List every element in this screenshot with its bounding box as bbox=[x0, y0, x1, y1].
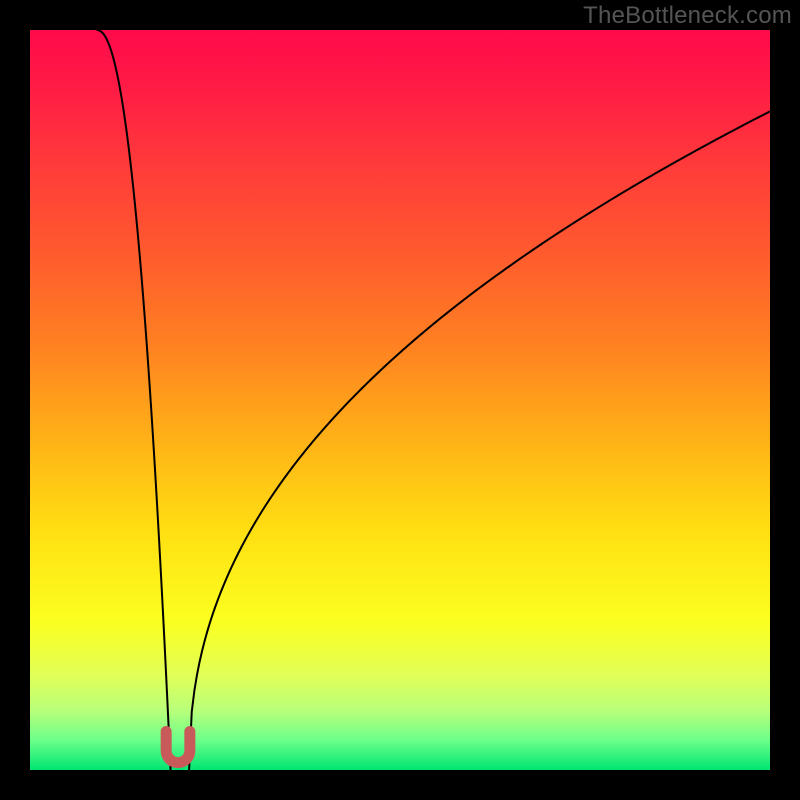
watermark-text: TheBottleneck.com bbox=[583, 2, 792, 30]
chart-stage: TheBottleneck.com bbox=[0, 0, 800, 800]
chart-svg bbox=[0, 0, 800, 800]
plot-background bbox=[30, 30, 770, 770]
